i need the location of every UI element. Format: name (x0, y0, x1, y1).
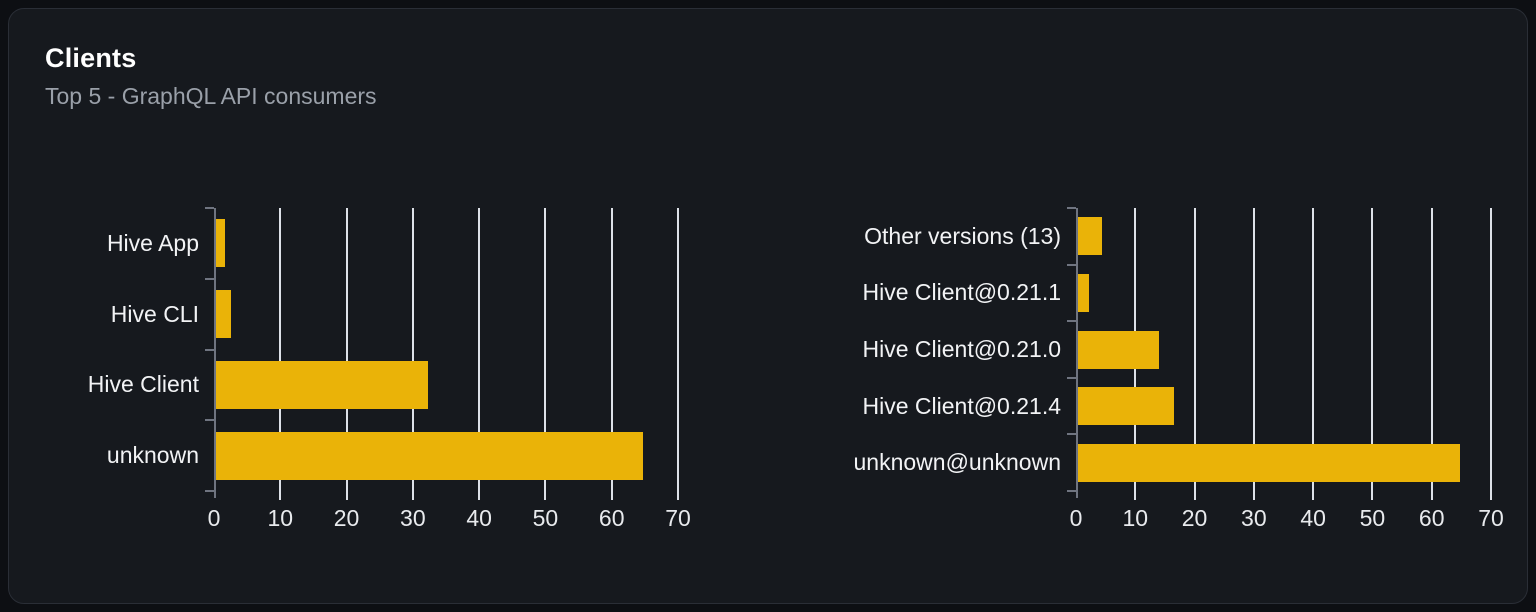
y-axis-line (1076, 208, 1078, 498)
gridline (1252, 208, 1255, 500)
gridline (478, 208, 481, 500)
y-axis-tick (205, 207, 214, 209)
panel-title: Clients (45, 43, 137, 73)
plot-area (205, 207, 679, 500)
clients-by-version-chart: Other versions (13) Hive Client@0.21.1 Hiv… (839, 207, 1504, 535)
y-axis-tick (1067, 320, 1076, 323)
panel-header: Clients Top 5 - GraphQL API consumers (9, 9, 1527, 110)
category-label: Hive Client@0.21.0 (862, 335, 1062, 362)
x-tick-label: 60 (598, 505, 625, 531)
x-tick-label: 20 (333, 505, 360, 531)
x-tick-label: 10 (267, 505, 294, 531)
x-tick-label: 30 (1241, 505, 1267, 531)
category-label: unknown (106, 442, 199, 469)
charts-row: Hive App Hive CLI Hive Client unknown 0 10 20… (9, 207, 1527, 535)
y-axis-tick (205, 348, 214, 351)
y-axis-labels: Hive App Hive CLI Hive Client unknown (87, 208, 214, 491)
gridline (1371, 208, 1374, 500)
bar-other-versions-13-[interactable] (1078, 217, 1102, 256)
y-axis-tick (1067, 433, 1076, 436)
y-axis-tick (1067, 490, 1076, 492)
gridline (411, 208, 414, 500)
x-tick-label: 50 (532, 505, 559, 531)
category-label: unknown@unknown (853, 449, 1061, 476)
category-label: Hive Client (87, 371, 199, 398)
bar-hive-client-0-21-1[interactable] (1078, 273, 1090, 312)
category-label: Hive CLI (110, 300, 199, 327)
y-axis-line (214, 208, 216, 498)
bar-unknown-unknown[interactable] (1078, 443, 1460, 482)
y-axis-tick (205, 490, 214, 492)
category-label: Hive Client@0.21.1 (862, 279, 1062, 306)
bar-hive-client-0-21-0[interactable] (1078, 330, 1159, 369)
bar-hive-app[interactable] (216, 219, 226, 268)
x-tick-label: 50 (1359, 505, 1386, 531)
gridline (610, 208, 613, 500)
gridline (1312, 208, 1315, 500)
y-axis-labels: Other versions (13) Hive Client@0.21.1 Hiv… (839, 208, 1076, 491)
x-tick-label: 70 (1478, 505, 1504, 531)
bar-hive-client[interactable] (216, 360, 429, 409)
category-label: Hive App (106, 229, 199, 256)
bar-unknown[interactable] (216, 431, 643, 480)
x-axis-labels: 0 10 20 30 40 50 60 70 (1070, 491, 1504, 535)
x-tick-label: 70 (665, 505, 691, 531)
gridline (544, 208, 547, 500)
x-tick-label: 0 (1069, 505, 1083, 531)
y-axis-tick (205, 277, 214, 280)
clients-by-name-chart: Hive App Hive CLI Hive Client unknown 0 10 20… (87, 207, 691, 535)
panel-subtitle: Top 5 - GraphQL API consumers (45, 83, 377, 109)
x-tick-label: 40 (466, 505, 492, 531)
y-axis-tick (1067, 263, 1076, 266)
x-axis-labels: 0 10 20 30 40 50 60 70 (208, 491, 691, 535)
gridline (1430, 208, 1433, 500)
y-axis-tick (1067, 376, 1076, 379)
bar-hive-cli[interactable] (216, 290, 231, 339)
x-tick-label: 20 (1181, 505, 1208, 531)
gridline (1490, 208, 1492, 500)
gridline (279, 208, 282, 500)
y-axis-tick (1067, 207, 1076, 209)
category-label: Other versions (13) (864, 222, 1061, 249)
plot-area (1067, 207, 1492, 500)
bar-hive-client-0-21-4[interactable] (1078, 387, 1175, 426)
x-tick-label: 40 (1300, 505, 1326, 531)
gridline (345, 208, 348, 500)
clients-panel: Clients Top 5 - GraphQL API consumers Hi… (8, 8, 1528, 604)
x-tick-label: 30 (400, 505, 426, 531)
y-axis-tick (205, 419, 214, 422)
gridline (1193, 208, 1196, 500)
x-tick-label: 10 (1122, 505, 1149, 531)
gridline (677, 208, 679, 500)
x-tick-label: 0 (207, 505, 221, 531)
x-tick-label: 60 (1418, 505, 1445, 531)
category-label: Hive Client@0.21.4 (862, 392, 1062, 419)
